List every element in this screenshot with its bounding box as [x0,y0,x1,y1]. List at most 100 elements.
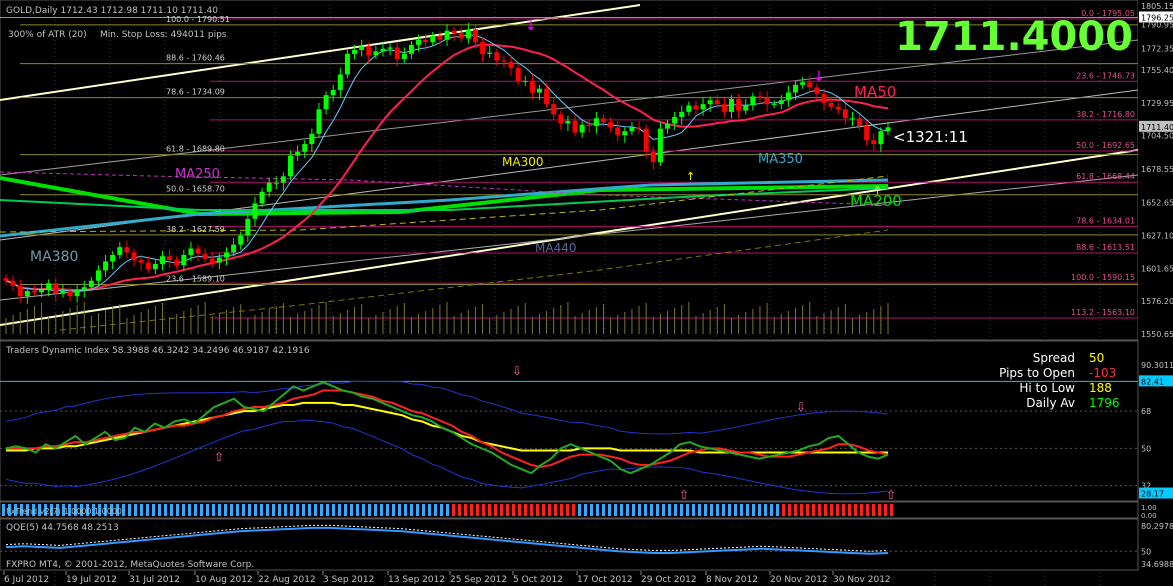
fxtrend-bar [536,504,539,516]
candle-body [238,235,244,245]
fxtrend-bar [674,504,677,516]
fxtrend-bar [518,504,521,516]
candle-body [131,252,137,261]
fxtrend-bar [434,504,437,516]
candle-body [280,176,286,183]
candle-body [814,87,820,94]
candle-body [359,46,365,51]
candle-body [337,74,343,90]
candle-body [380,48,386,52]
fxtrend-bar [632,504,635,516]
candle-body [785,92,791,101]
fxtrend-bar [284,504,287,516]
x-axis-label: 10 Aug 2012 [195,575,253,585]
fxtrend-bar [824,504,827,516]
fxtrend-axis-tick: 1.00 [1141,504,1157,512]
fxtrend-bar [332,504,335,516]
qqe-axis-tick: 50 [1141,547,1151,556]
up-arrow-icon: ↑ [873,184,882,197]
price-tick: 1729.95 [1141,99,1173,108]
fxtrend-bar [692,504,695,516]
fxtrend-bar [386,504,389,516]
candle-body [593,118,599,127]
price-tick: 1704.50 [1141,132,1173,141]
candle-body [764,97,770,105]
candle-body [693,105,699,110]
ma-label: MA50 [854,83,896,101]
fxtrend-bar [488,504,491,516]
candle-body [81,287,87,290]
stop-loss-label: Min. Stop Loss: 494011 pips [100,30,227,40]
fxtrend-bar [494,504,497,516]
candle-body [878,131,884,145]
candle-body [451,30,457,34]
fxtrend-bar [236,504,239,516]
big-price-readout: 1711.4000 [895,14,1133,60]
x-axis-label: 31 Jul 2012 [129,575,180,585]
fxtrend-bar [758,504,761,516]
candle-body [529,80,535,93]
candle-body [721,104,727,112]
fxtrend-bar [800,504,803,516]
candle-body [757,96,763,98]
fxtrend-bar [170,504,173,516]
ma-label: MA350 [758,152,803,167]
candle-body [39,289,45,293]
fxtrend-bar [854,504,857,516]
trend-line [0,39,1139,176]
candle-body [608,122,614,128]
fxtrend-bar [686,504,689,516]
candle-body [665,123,670,129]
fxtrend-bar [374,504,377,516]
candle-body [501,60,507,62]
fxtrend-bar [362,504,365,516]
candle-body [416,39,422,45]
fxtrend-bar [764,504,767,516]
fxtrend-bar [878,504,881,516]
tdi-pane[interactable]: Traders Dynamic Index 58.3988 46.3242 34… [0,340,1139,502]
fxtrend-bar [698,504,701,516]
fxtrend-bar [134,504,137,516]
ma440-line [0,175,889,233]
fxtrend-bar [422,504,425,516]
fib-label: 0.0 - 1795.05 [1081,9,1135,18]
fxtrend-bar [890,504,893,516]
fib-label: 88.6 - 1760.46 [166,54,225,63]
fxtrend-bar [530,504,533,516]
candle-body [536,88,542,93]
fxtrend-bar [716,504,719,516]
candle-body [558,114,564,124]
tdi-info-value: 1796 [1089,396,1120,410]
fxtrend-bar [266,504,269,516]
candle-body [245,218,251,236]
candle-body [707,100,713,105]
qqe-pane[interactable]: QQE(5) 44.7568 48.2513 FXPRO MT4, © 2001… [0,518,1139,571]
fxtrend-bar [194,504,197,516]
candle-body [828,102,834,107]
trend-line [0,4,641,101]
fxtrend-bar [158,504,161,516]
fxtrend-bar [56,504,59,516]
price-tick: 1678.55 [1141,165,1173,174]
fxtrend-pane[interactable]: FxTrend v2(7) 1.0000 1.0000 [0,501,1139,519]
candle-body [423,39,429,43]
candle-body [401,53,407,60]
fxtrend-bar [740,504,743,516]
candle-body [202,253,208,259]
candle-body [352,50,358,54]
candle-body [586,124,592,127]
candle-body [885,127,891,132]
fxtrend-bar [110,504,113,516]
time-axis: 6 Jul 2012 19 Jul 2012 31 Jul 2012 10 Aug 2… [3,571,891,585]
candle-body [807,82,813,88]
qqe-axis-tick: 80.2978 [1141,522,1173,531]
fxtrend-bar [416,504,419,516]
fxtrend-bar [440,504,443,516]
atr-label: 300% of ATR (20) [8,30,87,40]
fxtrend-bar [242,504,245,516]
fib-label: 100.0 - 1590.15 [1071,273,1135,282]
tdi-rsi-line [5,381,889,475]
x-axis-label: 19 Jul 2012 [66,575,117,585]
